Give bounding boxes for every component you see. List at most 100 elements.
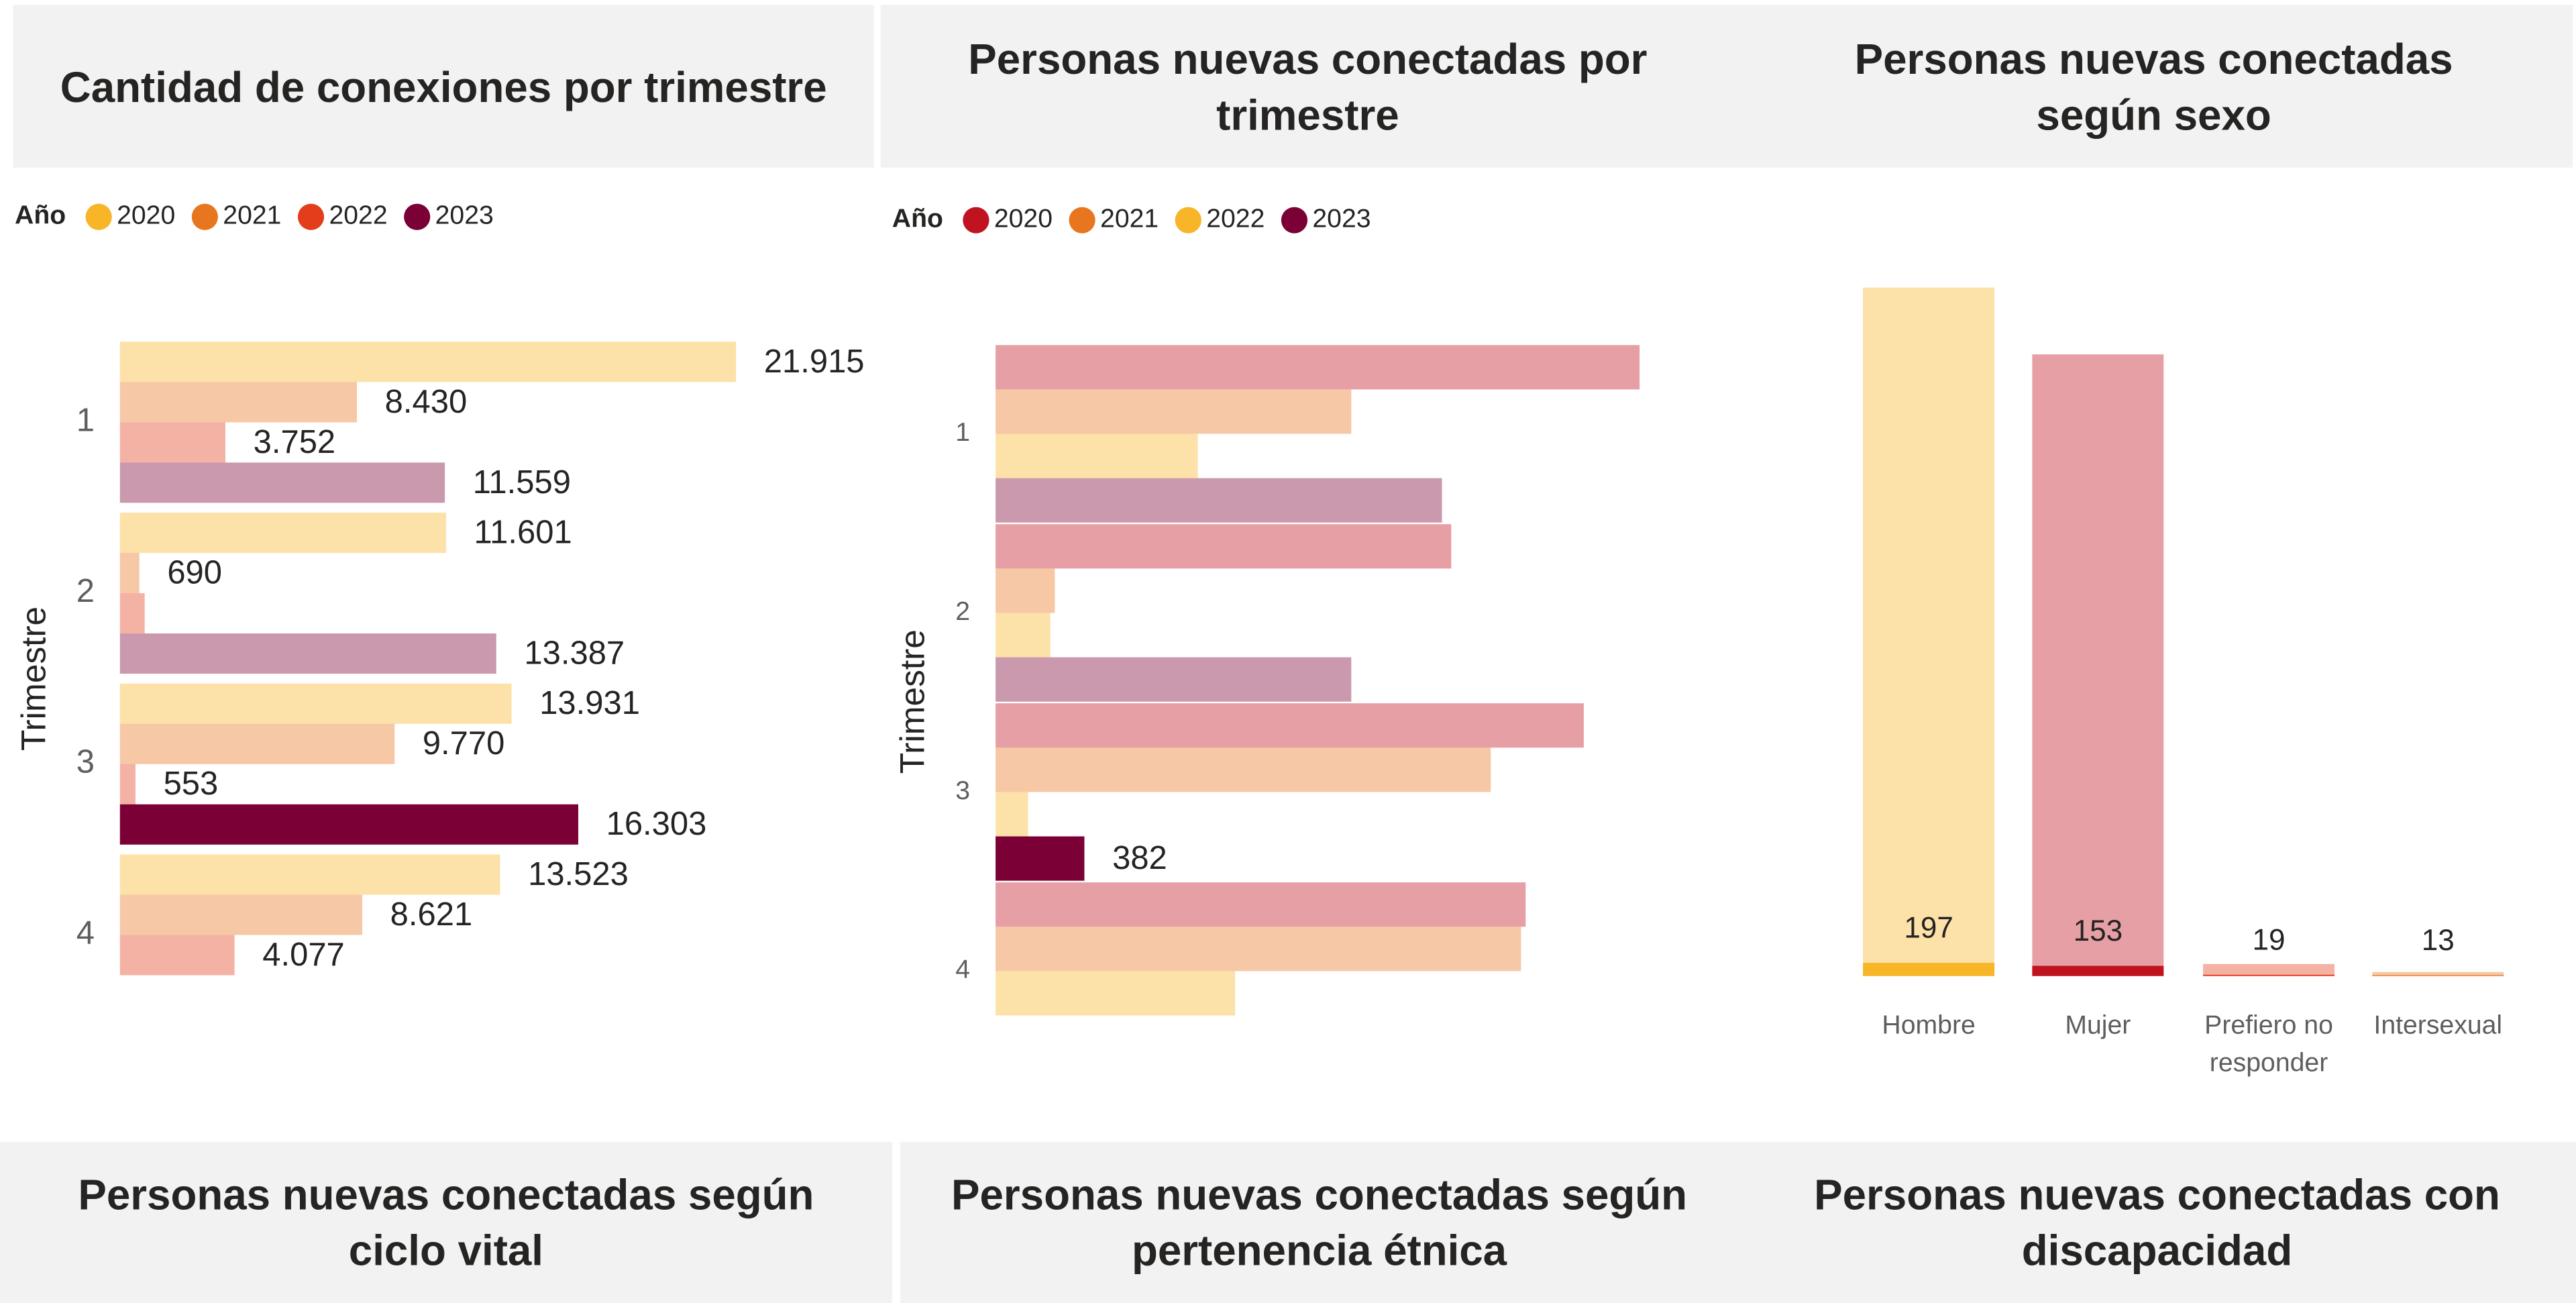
bar xyxy=(2203,974,2335,976)
bar xyxy=(996,792,1028,837)
panel-header: Personas nuevas conectadas según ciclo v… xyxy=(0,1142,892,1303)
chart-title: Personas nuevas conectadas por trimestre xyxy=(968,34,1648,139)
charts: Año 2020 2021 2022 2023 Trimestre 1 21.915 8.430… xyxy=(13,201,2504,1016)
bar xyxy=(119,894,363,935)
panel-header: Personas nuevas conectadas según sexo xyxy=(1735,5,2573,168)
bar xyxy=(996,345,1640,390)
data-label: 11.601 xyxy=(474,514,572,550)
legend-swatch xyxy=(297,203,325,230)
data-label: 13.387 xyxy=(524,635,625,671)
bar xyxy=(119,462,445,503)
y-tick-label: 2 xyxy=(76,573,95,609)
data-label: 3.752 xyxy=(254,424,336,460)
legend-swatch xyxy=(404,203,431,230)
data-label: 11.559 xyxy=(473,464,571,501)
bar xyxy=(996,657,1352,702)
panel-header: Personas nuevas conectadas según pertene… xyxy=(900,1142,1739,1303)
data-label: 197 xyxy=(1904,912,1953,945)
legend-label: 2023 xyxy=(1312,205,1371,233)
legend-title: Año xyxy=(15,201,66,230)
bar xyxy=(119,764,136,804)
panel-title: Personas nuevas conectadas según ciclo v… xyxy=(78,1169,814,1275)
bar xyxy=(996,524,1452,569)
x-tick-label: Hombre xyxy=(1882,1012,1976,1041)
bar xyxy=(996,882,1526,927)
axis-title: Trimestre xyxy=(13,607,52,751)
bar-total xyxy=(1863,287,1995,976)
bar xyxy=(119,804,578,845)
legend-label: 2022 xyxy=(1206,205,1265,233)
legend-swatch xyxy=(85,203,112,230)
bar xyxy=(996,927,1521,972)
bar-total xyxy=(2203,963,2335,976)
panel-title: Personas nuevas conectadas según pertene… xyxy=(951,1169,1688,1275)
bar xyxy=(119,382,358,423)
data-label: 16.303 xyxy=(606,806,707,842)
bar-total xyxy=(2372,972,2504,976)
bar xyxy=(119,683,512,724)
legend-swatch xyxy=(1175,207,1201,233)
data-label: 8.621 xyxy=(390,896,473,933)
legend-label: 2022 xyxy=(329,201,387,230)
x-tick-label: Prefiero no responder xyxy=(2204,1012,2333,1078)
bar xyxy=(996,613,1051,658)
bar xyxy=(996,747,1491,792)
panel-header: Personas nuevas conectadas por trimestre xyxy=(880,5,1735,168)
bar xyxy=(119,723,395,764)
data-label: 8.430 xyxy=(385,384,468,420)
chart-title: Cantidad de conexiones por trimestre xyxy=(60,61,827,111)
bar xyxy=(119,422,226,463)
data-label: 13 xyxy=(2422,924,2455,957)
legend-label: 2020 xyxy=(994,205,1053,233)
y-tick-label: 3 xyxy=(76,744,95,780)
bar xyxy=(119,935,235,976)
legend-swatch xyxy=(963,207,989,233)
axis-title: Trimestre xyxy=(893,629,932,774)
bar xyxy=(119,342,737,382)
y-tick-label: 4 xyxy=(76,915,95,951)
panel-header: Personas nuevas conectadas con discapaci… xyxy=(1738,1142,2576,1303)
legend-swatch xyxy=(1281,207,1308,233)
data-label: 153 xyxy=(2074,915,2123,947)
bar xyxy=(119,513,446,554)
bar xyxy=(2032,966,2164,976)
legend-label: 2020 xyxy=(117,201,175,230)
chart-title: Personas nuevas conectadas según sexo xyxy=(1854,34,2453,139)
bar xyxy=(119,633,496,674)
y-tick-label: 2 xyxy=(955,597,970,626)
y-tick-label: 1 xyxy=(76,402,95,438)
bar xyxy=(996,433,1198,478)
y-tick-label: 3 xyxy=(955,776,970,805)
data-label: 382 xyxy=(1112,840,1167,876)
bar-total xyxy=(2032,354,2164,976)
data-label: 690 xyxy=(167,554,222,590)
bar xyxy=(119,553,140,594)
panel-header: Cantidad de conexiones por trimestre xyxy=(13,5,874,168)
bar xyxy=(996,478,1442,523)
legend-label: 2021 xyxy=(223,201,281,230)
data-label: 13.523 xyxy=(528,856,629,892)
y-tick-label: 1 xyxy=(955,418,970,447)
y-tick-label: 4 xyxy=(955,955,970,984)
bar xyxy=(996,703,1584,748)
data-label: 21.915 xyxy=(764,344,865,380)
legend-label: 2021 xyxy=(1100,205,1159,233)
legend-title: Año xyxy=(892,205,943,233)
data-label: 4.077 xyxy=(262,937,345,973)
bar xyxy=(996,389,1352,434)
x-tick-label: Mujer xyxy=(2065,1012,2131,1041)
bar xyxy=(996,568,1055,613)
data-label: 9.770 xyxy=(423,725,505,762)
bar xyxy=(1863,963,1995,976)
bar xyxy=(119,593,145,634)
data-label: 13.931 xyxy=(539,685,640,721)
legend-swatch xyxy=(191,203,218,230)
bar xyxy=(2372,975,2504,976)
data-label: 19 xyxy=(2253,923,2286,956)
panel-title: Personas nuevas conectadas con discapaci… xyxy=(1814,1169,2500,1275)
bar xyxy=(996,836,1085,881)
legend-swatch xyxy=(1069,207,1095,233)
legend-label: 2023 xyxy=(435,201,494,230)
